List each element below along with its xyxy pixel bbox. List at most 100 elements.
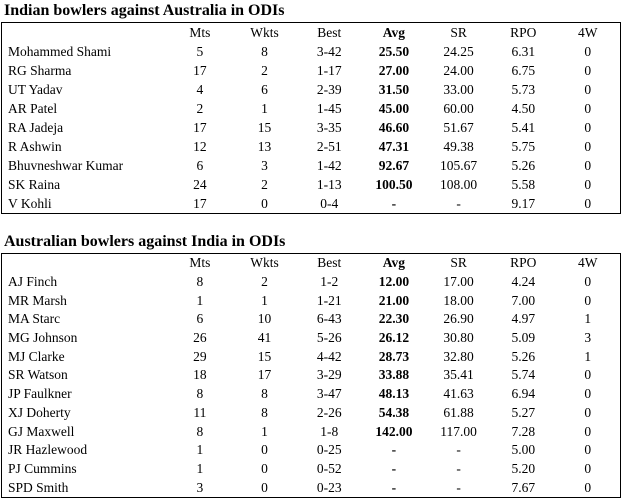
stat-cell: 18.00 (443, 292, 474, 308)
player-name-cell: MG Johnson (8, 330, 78, 346)
stat-cell: 21.00 (378, 292, 410, 308)
stat-cell: 108.00 (440, 176, 478, 192)
stat-cell: 0 (584, 404, 592, 420)
stat-cell: 0 (261, 460, 268, 476)
indian-bowlers-table: Mts Wkts Best Avg SR RPO 4W Mohammed Sha… (1, 22, 621, 214)
stat-cell: 0 (584, 386, 592, 402)
stat-cell: 5.26 (511, 348, 536, 364)
stat-cell: 0 (584, 119, 592, 135)
stat-cell: 54.38 (378, 404, 410, 420)
stat-cell: 1 (196, 460, 204, 476)
stat-cell: 0 (584, 195, 592, 211)
stat-cell: - (456, 460, 461, 476)
stat-cell: 2 (196, 100, 204, 116)
player-name-cell: SK Raina (8, 176, 61, 192)
table-row: Mohammed Shami 5 8 3-42 25.50 24.25 6.31 0 (2, 42, 621, 61)
stat-cell: 41 (257, 330, 272, 346)
stat-cell: 3-35 (316, 119, 342, 135)
table-row: PJ Cummins 1 0 0-52 - - 5.20 0 (2, 460, 621, 479)
table-row: JP Faulkner 8 8 3-47 48.13 41.63 6.94 0 (2, 385, 621, 404)
section-australian-bowlers: Australian bowlers against India in ODIs… (1, 231, 621, 498)
stat-cell: 6.75 (511, 62, 536, 78)
stat-cell: 1 (261, 292, 268, 308)
stat-cell: 0 (584, 138, 592, 154)
stat-cell: 5.74 (511, 367, 536, 383)
column-header-avg: Avg (382, 24, 406, 40)
stat-cell: 5.09 (511, 330, 536, 346)
stat-cell: 8 (261, 43, 268, 59)
stat-cell: 0 (584, 176, 592, 192)
stat-cell: 2-51 (316, 138, 342, 154)
stat-cell: 1-17 (316, 62, 342, 78)
stat-cell: 0-4 (320, 195, 339, 211)
table-header-row: Mts Wkts Best Avg SR RPO 4W (2, 254, 621, 273)
stat-cell: 5.27 (511, 404, 536, 420)
stat-cell: 24.25 (443, 43, 474, 59)
stat-cell: 0 (584, 367, 592, 383)
stat-cell: 8 (261, 404, 268, 420)
stat-cell: 5.00 (511, 442, 536, 458)
stat-cell: 6.31 (511, 43, 536, 59)
stat-cell: 1-21 (316, 292, 342, 308)
stat-cell: 7.00 (511, 292, 536, 308)
player-name-cell: R Ashwin (8, 138, 62, 154)
player-name-cell: XJ Doherty (8, 404, 71, 420)
table-header-row: Mts Wkts Best Avg SR RPO 4W (2, 23, 621, 43)
stat-cell: 0 (584, 479, 592, 495)
stat-cell: 61.88 (443, 404, 474, 420)
player-name-cell: UT Yadav (8, 81, 63, 97)
stat-cell: 1-45 (316, 100, 342, 116)
player-name-cell: MA Starc (8, 311, 61, 327)
stat-cell: 17 (193, 195, 207, 211)
stat-cell: 45.00 (378, 100, 410, 116)
stat-cell: 117.00 (440, 423, 477, 439)
stat-cell: 0 (584, 460, 592, 476)
stat-cell: 32.80 (443, 348, 474, 364)
stat-cell: 3 (196, 479, 204, 495)
player-name-cell: JR Hazlewood (8, 442, 88, 458)
stat-cell: 5.26 (511, 157, 536, 173)
stat-cell: 4-42 (316, 348, 342, 364)
stat-cell: 1-8 (320, 423, 339, 439)
column-header-rpo: RPO (510, 255, 537, 271)
column-header-wkts: Wkts (250, 24, 279, 40)
table-row: UT Yadav 4 6 2-39 31.50 33.00 5.73 0 (2, 80, 621, 99)
player-name-cell: AR Patel (8, 100, 58, 116)
stat-cell: 3 (261, 157, 268, 173)
player-name-cell: JP Faulkner (8, 386, 72, 402)
stat-cell: 2-39 (316, 81, 342, 97)
stat-cell: - (456, 442, 461, 458)
stat-cell: 1-42 (316, 157, 342, 173)
stat-cell: 5.58 (511, 176, 536, 192)
stat-cell: 0 (584, 62, 592, 78)
stat-cell: 22.30 (378, 311, 410, 327)
stat-cell: - (391, 442, 397, 458)
table-row: R Ashwin 12 13 2-51 47.31 49.38 5.75 0 (2, 137, 621, 156)
column-header-name (2, 254, 168, 273)
stat-cell: 105.67 (440, 157, 478, 173)
stat-cell: 1 (584, 311, 592, 327)
stat-cell: 0 (584, 157, 592, 173)
player-name-cell: SPD Smith (8, 479, 69, 495)
stat-cell: 0-25 (316, 442, 342, 458)
stat-cell: 5-26 (316, 330, 342, 346)
table-row: GJ Maxwell 8 1 1-8 142.00 117.00 7.28 0 (2, 422, 621, 441)
table-row: RA Jadeja 17 15 3-35 46.60 51.67 5.41 0 (2, 118, 621, 137)
table-row: SK Raina 24 2 1-13 100.50 108.00 5.58 0 (2, 175, 621, 194)
stat-cell: 17 (193, 62, 207, 78)
stat-cell: 0 (261, 195, 268, 211)
stat-cell: 0 (584, 81, 592, 97)
stat-cell: 1 (261, 423, 268, 439)
player-name-cell: MR Marsh (8, 292, 67, 308)
table-title-indian-bowlers: Indian bowlers against Australia in ODIs (4, 2, 285, 19)
stat-cell: 60.00 (443, 100, 474, 116)
column-header-name (2, 23, 168, 43)
stat-cell: 4 (196, 81, 204, 97)
stat-cell: 5.75 (511, 138, 536, 154)
stat-cell: - (391, 460, 397, 476)
stat-cell: 6 (196, 157, 204, 173)
stat-cell: 1-2 (320, 274, 339, 290)
stat-cell: 29 (193, 348, 207, 364)
stat-cell: 15 (257, 348, 272, 364)
stat-cell: 2 (261, 62, 268, 78)
